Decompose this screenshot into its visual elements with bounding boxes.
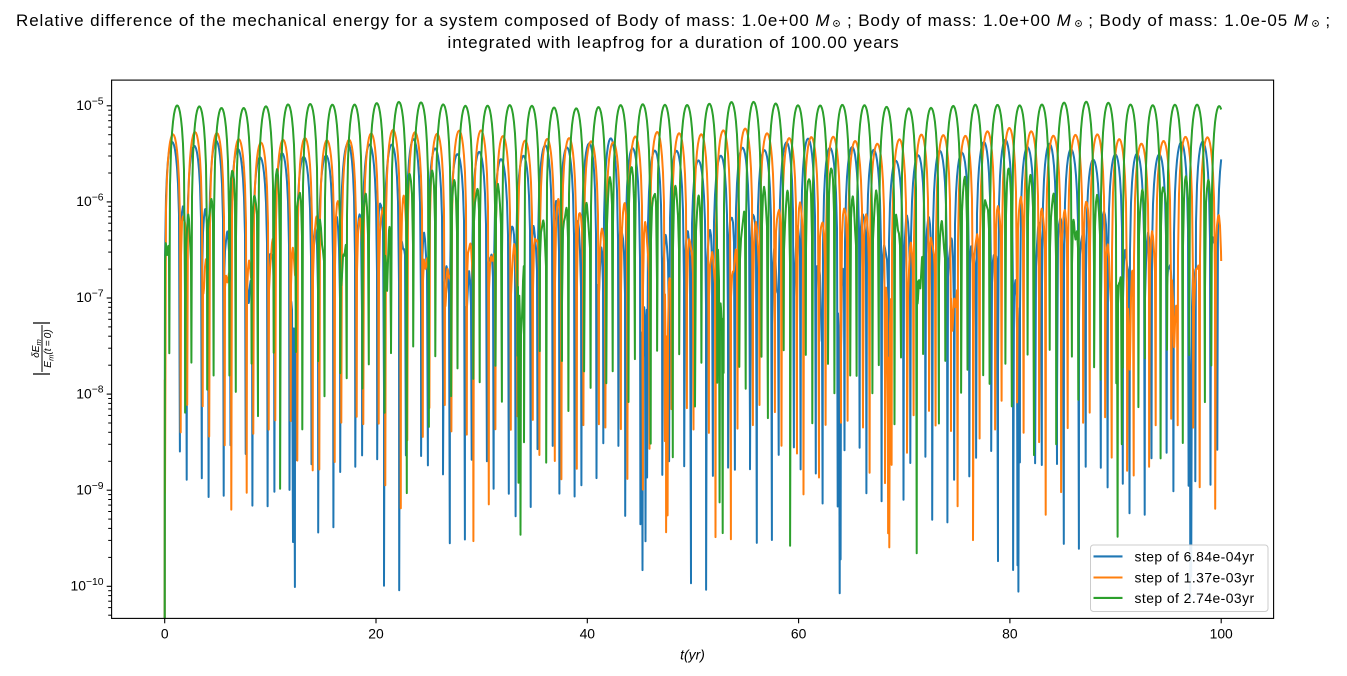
svg-text:10−10: 10−10 — [71, 577, 104, 594]
svg-text:0: 0 — [161, 626, 169, 642]
svg-text:step of 2.74e-03yr: step of 2.74e-03yr — [1135, 590, 1255, 606]
svg-text:10−8: 10−8 — [76, 385, 104, 402]
svg-text:step of 1.37e-03yr: step of 1.37e-03yr — [1135, 569, 1255, 585]
svg-text:60: 60 — [791, 626, 807, 642]
svg-text:t(yr): t(yr) — [680, 647, 705, 663]
svg-text:10−6: 10−6 — [76, 193, 104, 210]
svg-text:Em(t = 0): Em(t = 0) — [43, 329, 55, 367]
svg-text:10−7: 10−7 — [76, 289, 104, 306]
svg-text:δEm: δEm — [31, 339, 43, 358]
svg-text:80: 80 — [1002, 626, 1018, 642]
svg-text:40: 40 — [580, 626, 596, 642]
svg-text:10−5: 10−5 — [76, 96, 104, 113]
svg-text:10−9: 10−9 — [76, 481, 104, 498]
svg-text:step of 6.84e-04yr: step of 6.84e-04yr — [1135, 548, 1255, 564]
svg-text:20: 20 — [368, 626, 384, 642]
svg-text:100: 100 — [1210, 626, 1233, 642]
